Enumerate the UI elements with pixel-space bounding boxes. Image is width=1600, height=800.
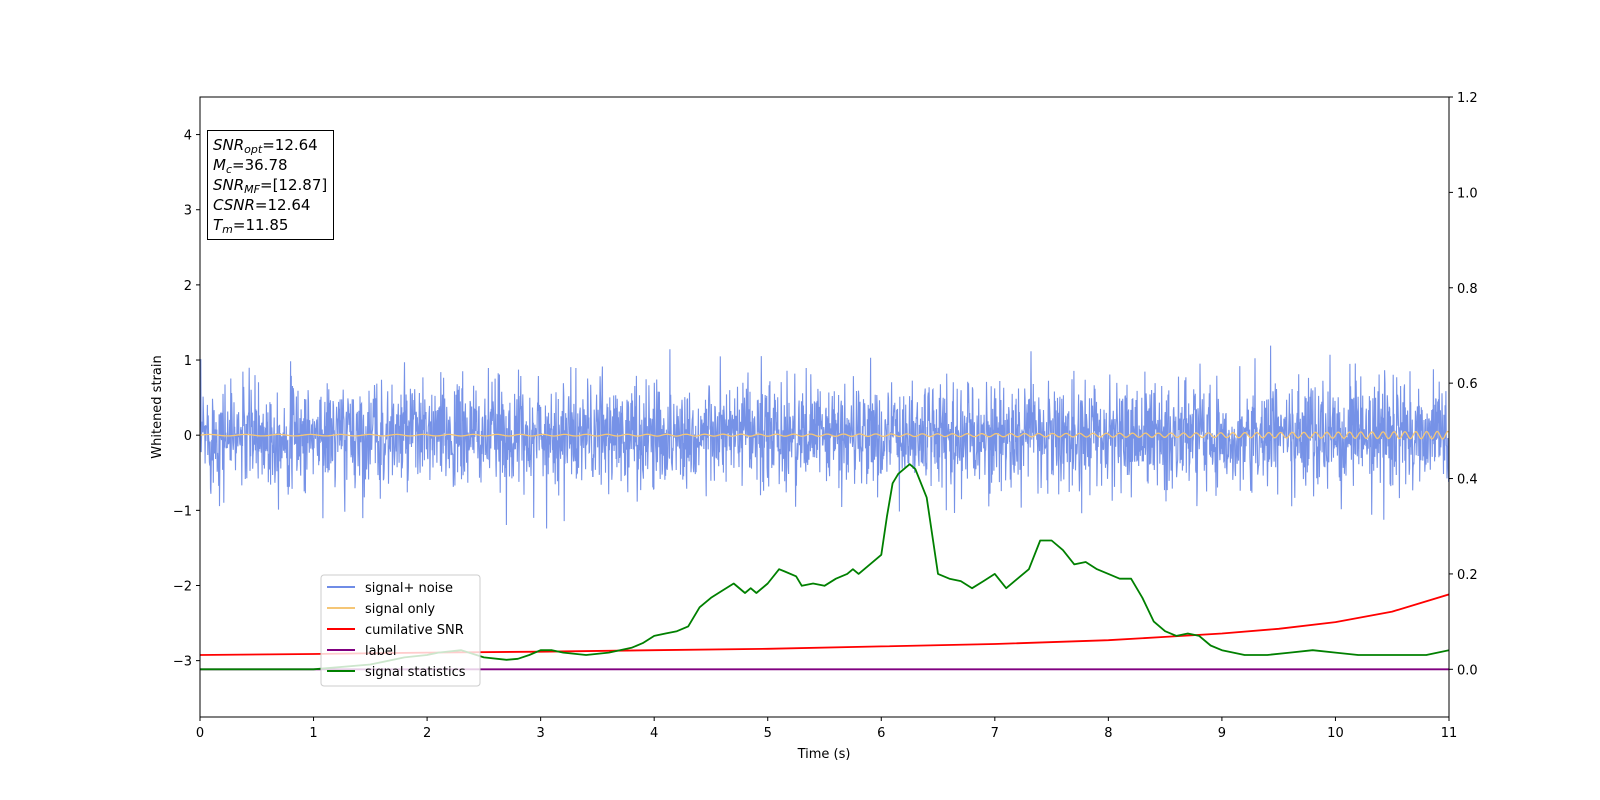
snr-opt-row: SNRopt=12.64 xyxy=(213,136,318,156)
legend-label: signal statistics xyxy=(365,665,466,680)
x-tick-label: 6 xyxy=(877,726,885,741)
x-tick-label: 11 xyxy=(1441,726,1458,741)
x-tick-label: 0 xyxy=(196,726,204,741)
x-tick-label: 2 xyxy=(423,726,431,741)
legend-label: signal only xyxy=(365,602,435,617)
y-tick-label: 3 xyxy=(184,204,192,219)
x-tick-label: 3 xyxy=(536,726,544,741)
y2-tick-label: 0.6 xyxy=(1457,377,1478,392)
y-tick-label: −2 xyxy=(173,579,192,594)
x-tick-label: 1 xyxy=(309,726,317,741)
y-tick-label: 0 xyxy=(184,429,192,444)
y2-tick-label: 1.0 xyxy=(1457,186,1478,201)
metrics-box: SNRopt=12.64 Mc=36.78 SNRMF=[12.87] CSNR… xyxy=(207,130,335,240)
snr-mf-row: SNRMF=[12.87] xyxy=(213,176,328,196)
series-signal-statistics xyxy=(200,463,1449,671)
series-signal-only xyxy=(200,430,1449,440)
x-tick-label: 4 xyxy=(650,726,658,741)
x-tick-label: 9 xyxy=(1218,726,1226,741)
csnr-row: CSNR=12.64 xyxy=(213,196,311,214)
x-tick-label: 7 xyxy=(991,726,999,741)
y-axis-label: Whitened strain xyxy=(150,355,165,458)
series-signal-noise xyxy=(200,345,1449,529)
y-tick-label: 2 xyxy=(184,279,192,294)
legend-label: signal+ noise xyxy=(365,581,453,596)
y2-tick-label: 0.0 xyxy=(1457,663,1478,678)
y-axis-right: 0.0 0.2 0.4 0.6 0.8 1.0 1.2 xyxy=(1449,91,1478,678)
legend-label: cumilative SNR xyxy=(365,623,464,638)
y2-tick-label: 0.2 xyxy=(1457,568,1478,583)
merger-time-row: Tm=11.85 xyxy=(213,216,289,236)
legend-box xyxy=(320,574,481,687)
x-axis-label: Time (s) xyxy=(797,747,851,762)
y-tick-label: 4 xyxy=(184,129,192,144)
y2-tick-label: 1.2 xyxy=(1457,91,1478,106)
y-tick-label: 1 xyxy=(184,354,192,369)
chirp-mass-row: Mc=36.78 xyxy=(213,156,288,176)
x-axis: 0 1 2 3 4 5 6 7 8 9 10 11 xyxy=(196,717,1457,741)
legend: signal+ noise signal only cumilative SNR la… xyxy=(320,574,481,687)
legend-label: label xyxy=(365,644,396,659)
y2-tick-label: 0.4 xyxy=(1457,473,1478,488)
x-tick-label: 8 xyxy=(1104,726,1112,741)
plot-frame xyxy=(199,96,1450,718)
y-tick-label: −3 xyxy=(173,655,192,670)
x-tick-label: 10 xyxy=(1327,726,1344,741)
y2-tick-label: 0.8 xyxy=(1457,282,1478,297)
x-tick-label: 5 xyxy=(764,726,772,741)
y-axis-left: −3 −2 −1 0 1 2 3 4 xyxy=(173,129,200,670)
y-tick-label: −1 xyxy=(173,504,192,519)
